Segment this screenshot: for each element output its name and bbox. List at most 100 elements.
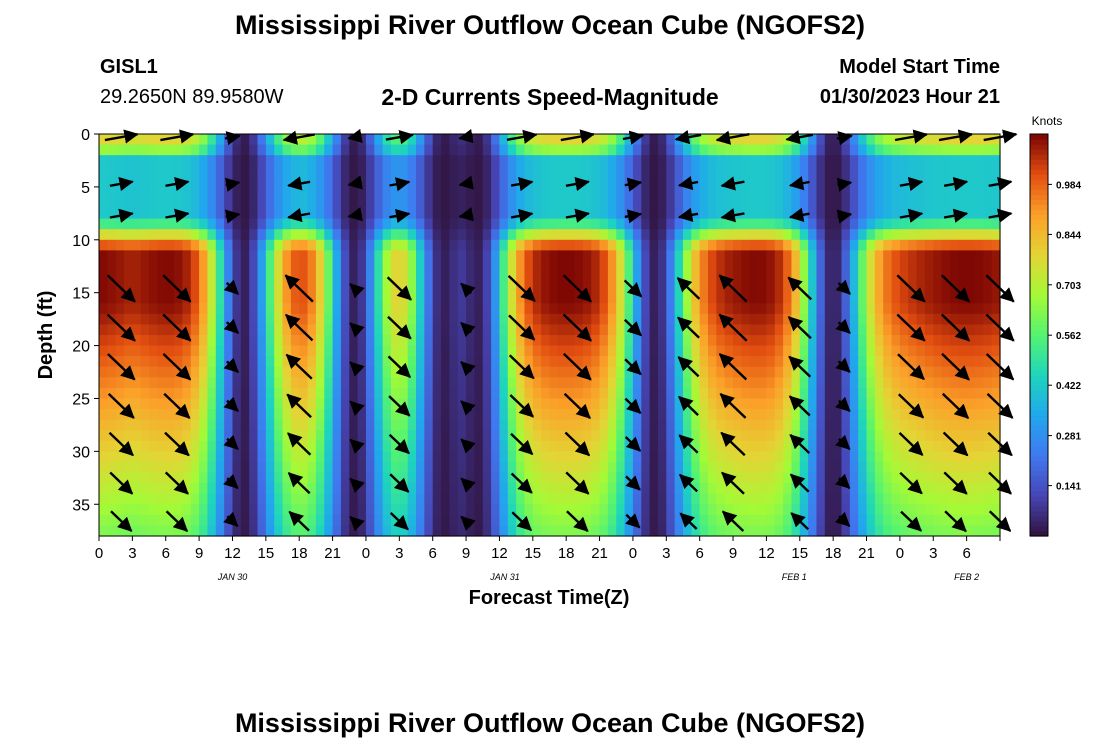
heatmap-cell bbox=[315, 398, 325, 410]
heatmap-cell bbox=[616, 461, 626, 474]
heatmap-cell bbox=[240, 472, 250, 484]
heatmap-cell bbox=[199, 387, 209, 400]
heatmap-cell bbox=[157, 440, 167, 452]
heatmap-cell bbox=[449, 303, 459, 315]
heatmap-cell bbox=[332, 282, 342, 294]
heatmap-cell bbox=[983, 197, 993, 209]
heatmap-cell bbox=[624, 409, 634, 421]
heatmap-cell bbox=[866, 398, 876, 410]
heatmap-cell bbox=[691, 239, 701, 251]
colorbar-segment bbox=[1030, 455, 1048, 462]
heatmap-cell bbox=[416, 260, 425, 273]
heatmap-cell bbox=[282, 282, 292, 294]
heatmap-cell bbox=[207, 250, 217, 262]
heatmap-cell bbox=[833, 165, 843, 177]
heatmap-cell bbox=[816, 366, 826, 378]
heatmap-cell bbox=[324, 155, 334, 167]
heatmap-cell bbox=[424, 155, 434, 167]
heatmap-cell bbox=[457, 451, 467, 463]
heatmap-cell bbox=[491, 282, 501, 294]
heatmap-cell bbox=[624, 451, 634, 463]
heatmap-cell bbox=[124, 165, 133, 177]
heatmap-cell bbox=[516, 493, 526, 505]
heatmap-cell bbox=[891, 260, 901, 273]
heatmap-cell bbox=[382, 514, 392, 527]
heatmap-cell bbox=[874, 260, 884, 273]
heatmap-cell bbox=[566, 144, 576, 156]
heatmap-cell bbox=[107, 218, 117, 230]
heatmap-cell bbox=[649, 356, 659, 368]
heatmap-cell bbox=[149, 377, 158, 389]
heatmap-cell bbox=[307, 176, 317, 188]
heatmap-cell bbox=[466, 292, 476, 304]
heatmap-cell bbox=[516, 504, 526, 516]
heatmap-cell bbox=[99, 377, 108, 389]
heatmap-cell bbox=[424, 303, 434, 315]
heatmap-cell bbox=[808, 345, 818, 357]
heatmap-cell bbox=[466, 165, 476, 177]
heatmap-cell bbox=[991, 377, 1001, 389]
heatmap-cell bbox=[424, 387, 434, 400]
heatmap-cell bbox=[199, 271, 209, 283]
heatmap-cell bbox=[941, 493, 951, 505]
heatmap-cell bbox=[733, 419, 742, 431]
heatmap-cell bbox=[824, 461, 834, 474]
heatmap-cell bbox=[416, 461, 425, 474]
heatmap-cell bbox=[949, 229, 959, 241]
heatmap-cell bbox=[849, 313, 859, 326]
heatmap-cell bbox=[599, 472, 609, 484]
heatmap-cell bbox=[240, 208, 250, 220]
colorbar-segment bbox=[1030, 470, 1048, 477]
heatmap-cell bbox=[966, 229, 976, 241]
heatmap-cell bbox=[649, 387, 659, 400]
heatmap-cell bbox=[382, 525, 392, 537]
heatmap-cell bbox=[157, 229, 167, 241]
heatmap-cell bbox=[699, 260, 709, 273]
heatmap-cell bbox=[307, 514, 317, 527]
heatmap-cell bbox=[908, 186, 918, 199]
heatmap-cell bbox=[541, 504, 551, 516]
heatmap-cell bbox=[441, 313, 450, 326]
heatmap-cell bbox=[791, 260, 801, 273]
heatmap-cell bbox=[766, 387, 776, 400]
heatmap-cell bbox=[849, 197, 859, 209]
heatmap-cell bbox=[282, 504, 292, 516]
heatmap-cell bbox=[557, 504, 567, 516]
heatmap-cell bbox=[416, 377, 425, 389]
heatmap-cell bbox=[816, 440, 826, 452]
heatmap-cell bbox=[441, 430, 450, 442]
heatmap-cell bbox=[449, 282, 459, 294]
heatmap-cell bbox=[616, 356, 626, 368]
heatmap-cell bbox=[774, 229, 784, 241]
heatmap-cell bbox=[365, 260, 375, 273]
heatmap-cell bbox=[808, 461, 818, 474]
heatmap-cell bbox=[382, 419, 392, 431]
heatmap-cell bbox=[507, 250, 517, 262]
heatmap-cell bbox=[741, 461, 751, 474]
heatmap-cell bbox=[566, 366, 576, 378]
heatmap-cell bbox=[190, 472, 200, 484]
heatmap-cell bbox=[991, 292, 1001, 304]
heatmap-cell bbox=[474, 409, 484, 421]
heatmap-cell bbox=[774, 345, 784, 357]
heatmap-cell bbox=[499, 430, 509, 442]
heatmap-cell bbox=[249, 409, 259, 421]
heatmap-cell bbox=[766, 186, 776, 199]
heatmap-cell bbox=[849, 387, 859, 400]
colorbar-segment bbox=[1030, 405, 1048, 411]
heatmap-cell bbox=[733, 218, 742, 230]
heatmap-cell bbox=[749, 134, 759, 146]
heatmap-cell bbox=[582, 218, 592, 230]
heatmap-cell bbox=[916, 303, 926, 315]
heatmap-cell bbox=[407, 387, 417, 400]
heatmap-cell bbox=[432, 250, 442, 262]
heatmap-cell bbox=[282, 229, 292, 241]
date-label: JAN 31 bbox=[489, 572, 520, 582]
heatmap-cell bbox=[107, 292, 117, 304]
heatmap-cell bbox=[682, 208, 692, 220]
heatmap-cell bbox=[307, 345, 317, 357]
heatmap-cell bbox=[574, 419, 584, 431]
heatmap-cell bbox=[891, 483, 901, 495]
heatmap-cell bbox=[432, 134, 442, 146]
heatmap-cell bbox=[174, 504, 184, 516]
